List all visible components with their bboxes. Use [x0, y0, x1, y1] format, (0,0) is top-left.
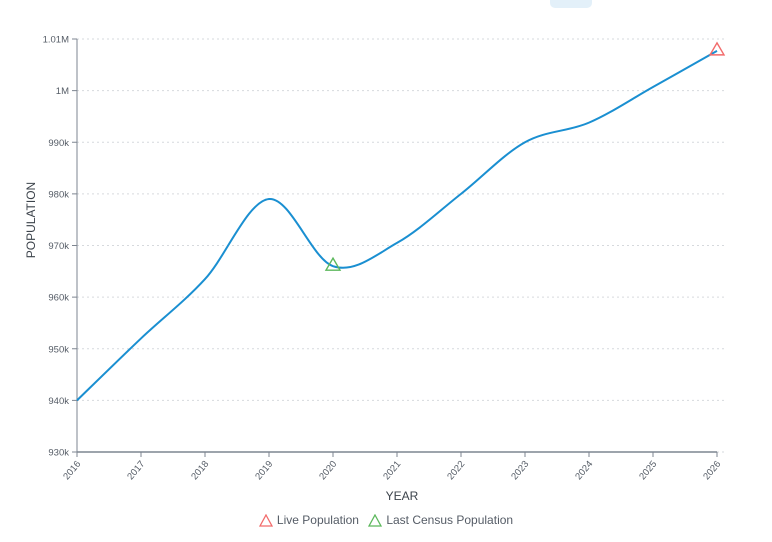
x-tick-label: 2026 [701, 459, 723, 482]
legend-label: Last Census Population [386, 513, 514, 527]
legend-item-last-census-population[interactable]: Last Census Population [368, 513, 513, 527]
x-axis-label: YEAR [386, 489, 419, 503]
y-tick-label: 960k [48, 293, 69, 304]
markers [324, 41, 726, 271]
y-tick-label: 930k [48, 448, 69, 459]
green-triangle-icon [368, 513, 383, 527]
x-tick-label: 2023 [509, 459, 531, 482]
x-tick-label: 2025 [637, 459, 659, 482]
marker-live-population [708, 41, 726, 56]
legend: Live Population Last Census Population [0, 513, 772, 530]
x-tick-label: 2018 [189, 459, 211, 482]
x-tick-label: 2021 [381, 459, 403, 482]
axes: 930k 940k 950k 960k 970k 980k 990k 1M 1.01M 2016 2… [43, 35, 724, 483]
y-tick-label: 990k [48, 138, 69, 149]
red-triangle-icon [258, 513, 273, 527]
series-line [76, 50, 718, 402]
y-tick-label: 1.01M [43, 35, 69, 46]
x-tick-label: 2019 [253, 459, 275, 482]
y-tick-label: 1M [56, 86, 69, 97]
y-tick-label: 970k [48, 241, 69, 252]
x-tick-label: 2024 [573, 459, 595, 482]
y-axis-label: POPULATION [24, 182, 38, 258]
y-tick-label: 980k [48, 189, 69, 200]
marker-last-census-population [324, 256, 342, 271]
y-tick-label: 950k [48, 344, 69, 355]
y-tick-label: 940k [48, 396, 69, 407]
legend-item-live-population[interactable]: Live Population [258, 513, 359, 527]
top-button[interactable] [550, 0, 592, 8]
x-tick-label: 2016 [61, 459, 83, 482]
legend-label: Live Population [276, 513, 359, 527]
x-tick-label: 2020 [317, 459, 339, 482]
x-tick-label: 2017 [125, 459, 147, 482]
x-tick-label: 2022 [445, 459, 467, 482]
